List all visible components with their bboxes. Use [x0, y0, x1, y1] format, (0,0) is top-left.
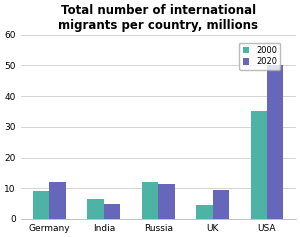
- Bar: [158, 184, 175, 219]
- Legend: 2000, 2020: 2000, 2020: [239, 43, 280, 70]
- Bar: [251, 111, 267, 219]
- Bar: [196, 205, 213, 219]
- Bar: [213, 190, 229, 219]
- Bar: [33, 191, 50, 219]
- Bar: [142, 182, 158, 219]
- Title: Total number of international
migrants per country, millions: Total number of international migrants p…: [58, 4, 258, 32]
- Bar: [50, 182, 66, 219]
- Bar: [104, 204, 120, 219]
- Bar: [87, 199, 104, 219]
- Bar: [267, 65, 283, 219]
